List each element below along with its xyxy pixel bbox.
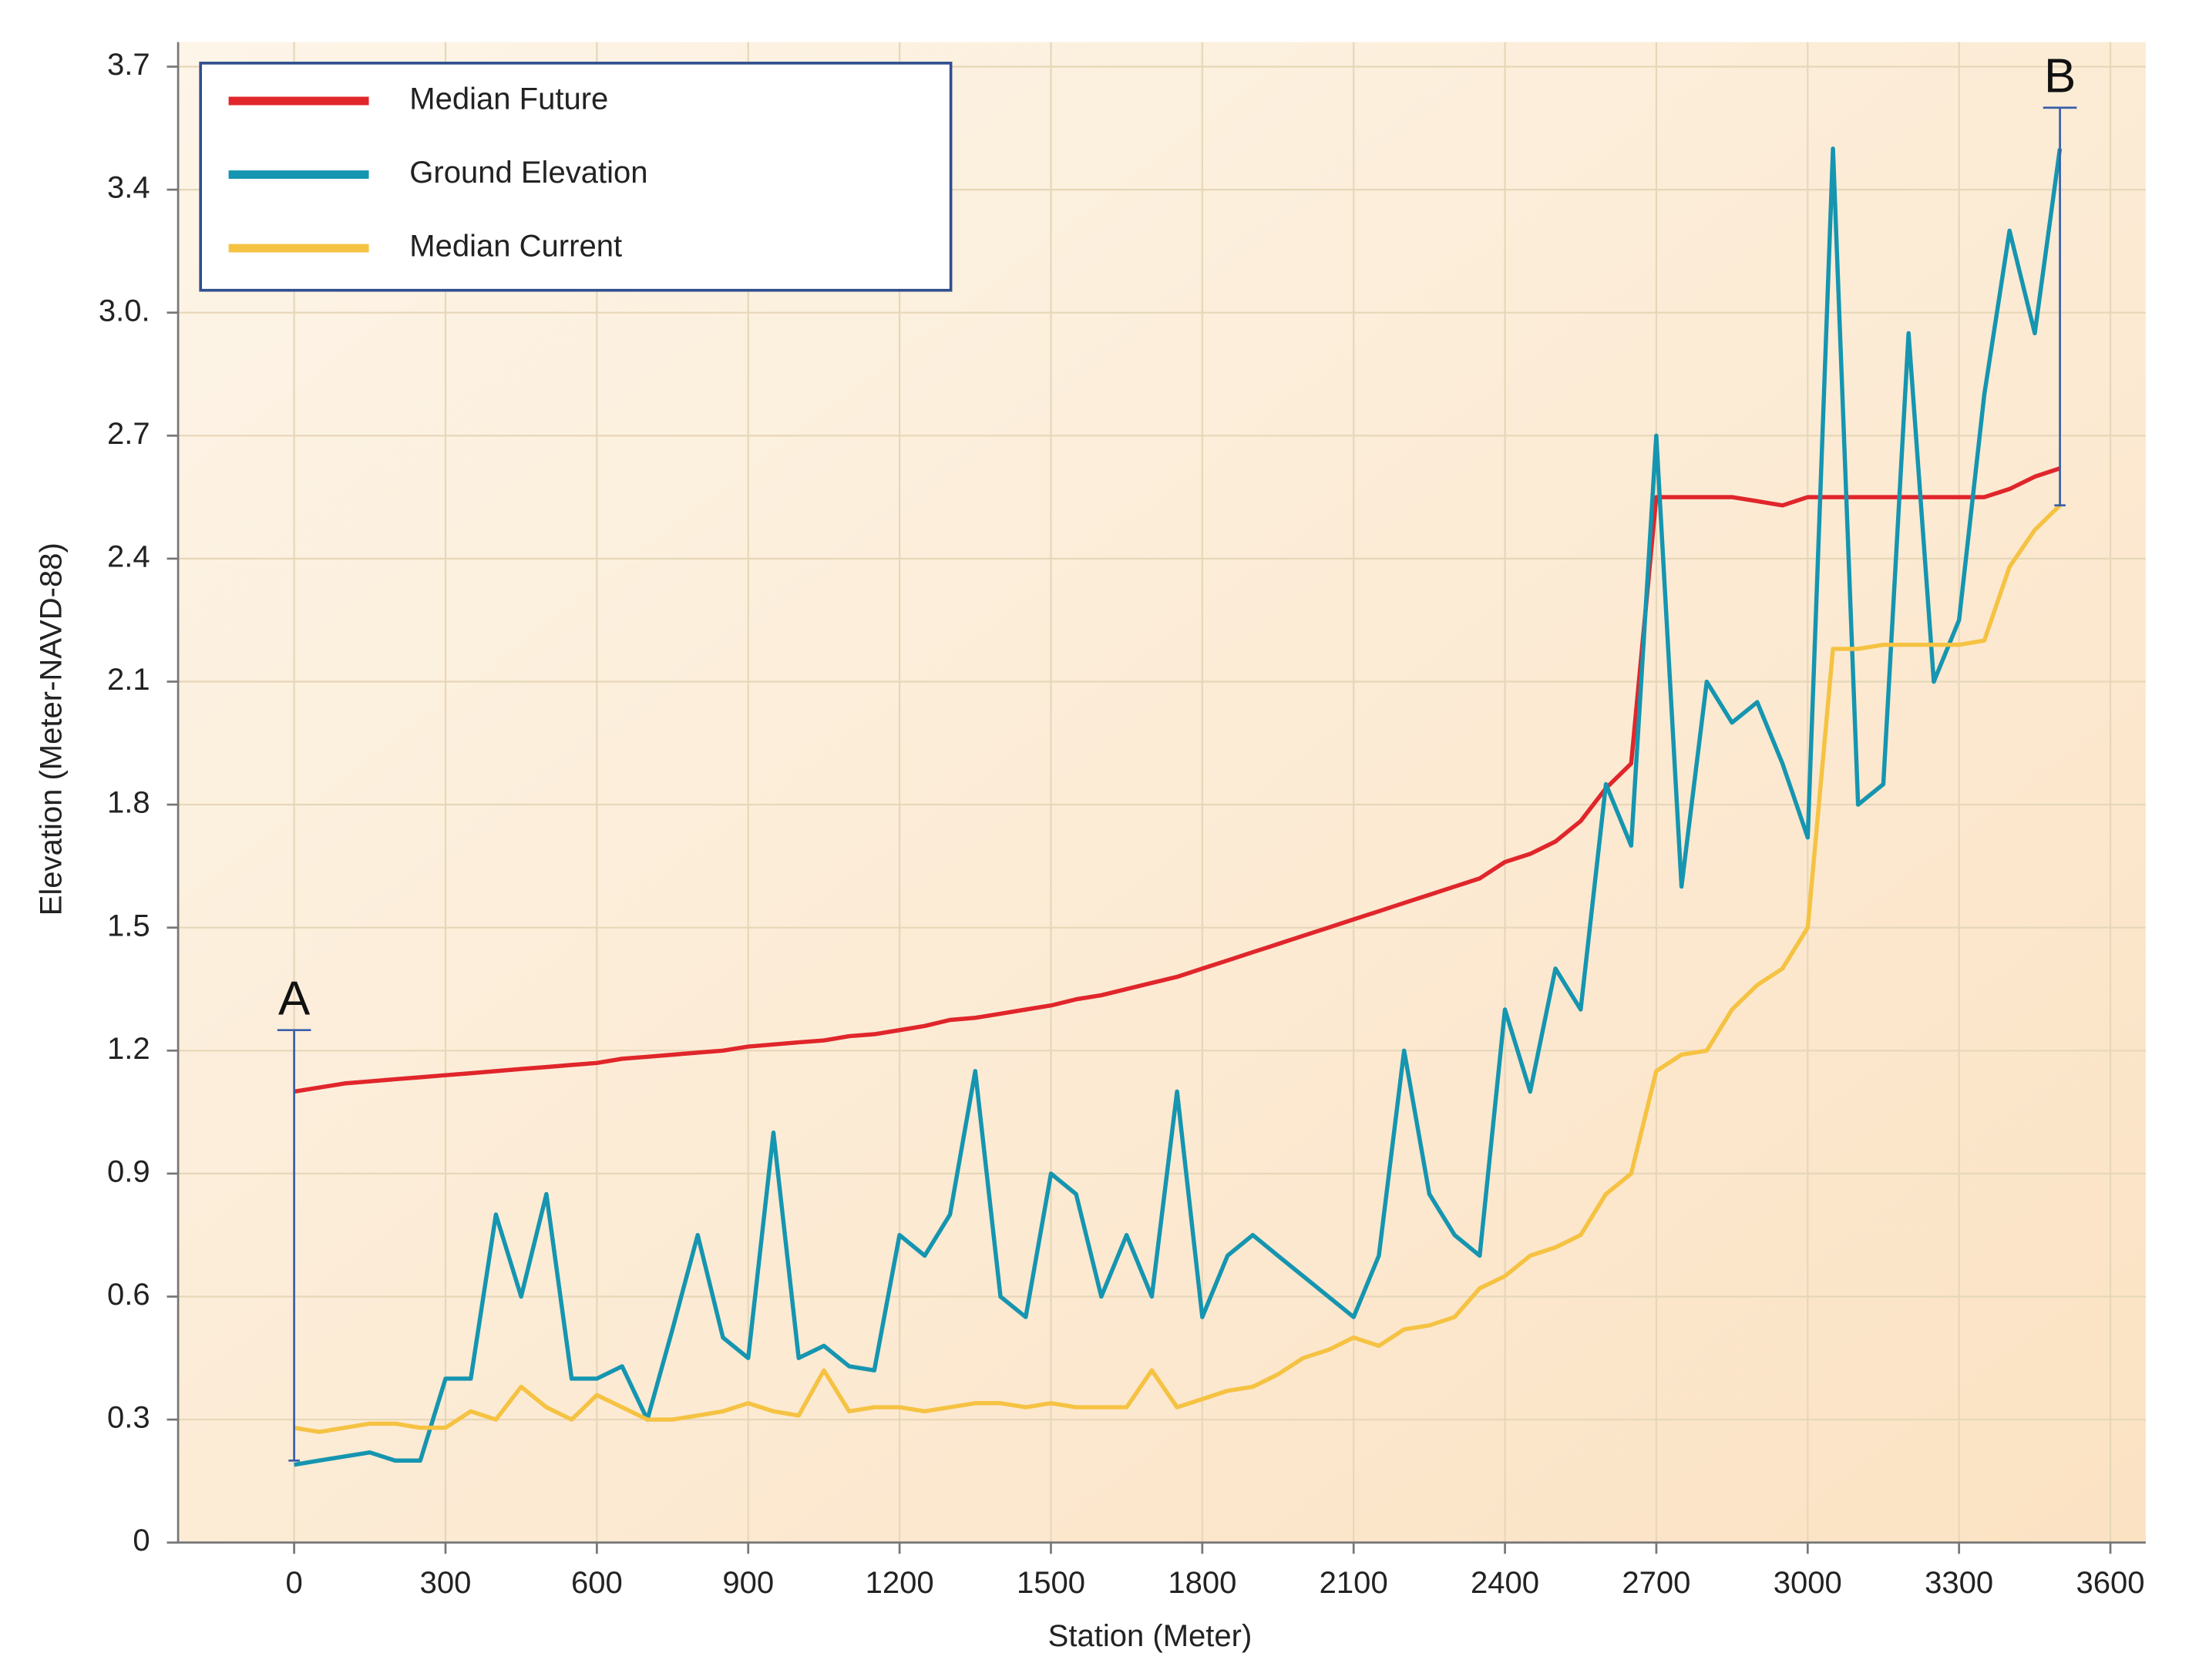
x-tick-label: 900 [722,1566,774,1600]
annotation-label: B [2044,50,2076,103]
y-tick-label: 1.2 [107,1032,150,1066]
y-tick-label: 0.9 [107,1154,150,1188]
x-tick-label: 3300 [1925,1566,1993,1600]
y-tick-label: 3.7 [107,48,150,82]
legend-label: Median Future [409,82,608,116]
x-tick-label: 3600 [2076,1566,2145,1600]
y-tick-label: 2.1 [107,663,150,697]
x-tick-label: 1800 [1168,1566,1236,1600]
annotation-label: A [278,973,311,1026]
x-tick-label: 1500 [1017,1566,1085,1600]
y-tick-label: 0 [133,1524,150,1557]
x-axis-title: Station (Meter) [1048,1619,1252,1653]
lines: AB [277,50,2077,1467]
y-tick-label: 0.3 [107,1401,150,1435]
axes: 0 0.3 0.6 0.9 1.2 1.5 1.8 2.1 2.4 2.7 3.0. 3.4 3.7 0 3… [99,42,2146,1600]
y-tick-label: 3.0. [99,294,150,328]
legend-label: Median Current [409,230,622,264]
series-line [294,146,2063,1467]
x-tick-label: 0 [285,1566,302,1600]
grid [178,42,2146,1544]
y-tick-label: 2.7 [107,417,150,451]
x-tick-label: 1200 [866,1566,934,1600]
y-tick-label: 2.4 [107,539,150,573]
legend: Median Future Ground Elevation Median Curr… [199,62,953,292]
x-tick-label: 300 [420,1566,472,1600]
x-tick-label: 3000 [1774,1566,1842,1600]
x-tick-label: 2400 [1471,1566,1539,1600]
series-line [294,503,2062,1434]
x-tick-label: 600 [571,1566,623,1600]
legend-label: Ground Elevation [409,156,647,190]
plot-area [178,42,2146,1543]
y-tick-label: 1.5 [107,909,150,942]
y-tick-label: 3.4 [107,171,150,205]
y-tick-label: 1.8 [107,786,150,820]
series-line [294,466,2061,1094]
y-axis-title: Elevation (Meter-NAVD-88) [35,543,69,916]
y-tick-label: 0.6 [107,1278,150,1312]
x-tick-label: 2100 [1320,1566,1388,1600]
x-tick-label: 2700 [1622,1566,1690,1600]
